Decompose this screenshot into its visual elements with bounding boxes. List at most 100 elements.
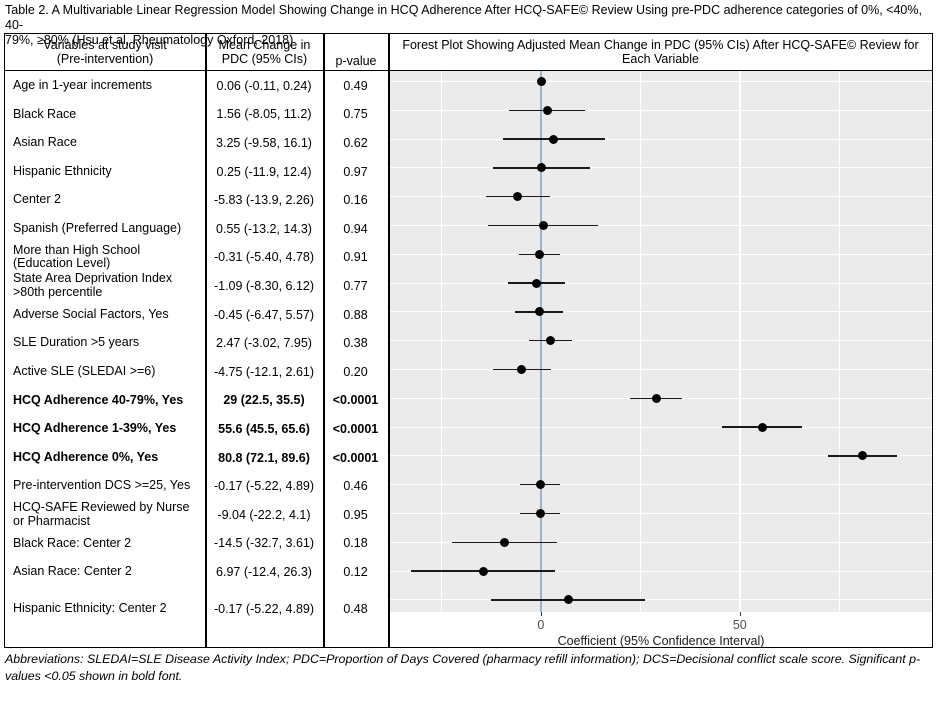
row-variable-cell: SLE Duration >5 years [5, 329, 205, 358]
row-mean-change-cell: 2.47 (-3.02, 7.95) [205, 329, 323, 358]
row-variable: Center 2 [13, 192, 61, 207]
row-p-value-cell: <0.0001 [323, 443, 388, 472]
row-variable-cell: Age in 1-year increments [5, 72, 205, 101]
x-axis-tick-label: 0 [537, 617, 545, 632]
row-mean-change: -5.83 (-13.9, 2.26) [213, 193, 315, 208]
table-row: HCQ Adherence 1-39%, Yes 55.6 (45.5, 65.6… [5, 415, 388, 444]
row-variable: Adverse Social Factors, Yes [13, 306, 169, 321]
row-p-value-cell: 0.91 [323, 243, 388, 272]
row-mean-change: 2.47 (-3.02, 7.95) [216, 336, 312, 351]
table-row: Pre-intervention DCS >=25, Yes -0.17 (-5.… [5, 472, 388, 501]
row-p-value: 0.77 [343, 278, 368, 293]
row-mean-change: 0.25 (-11.9, 12.4) [216, 164, 312, 179]
row-p-value: 0.38 [343, 336, 368, 351]
row-mean-change-cell: -4.75 (-12.1, 2.61) [205, 357, 323, 386]
table-row: Black Race 1.56 (-8.05, 11.2) 0.75 [5, 100, 388, 129]
gridline-horizontal [390, 225, 932, 226]
row-variable: Age in 1-year increments [13, 78, 152, 93]
table-row: More than High School (Education Level) -… [5, 243, 388, 272]
gridline-vertical-minor [639, 70, 641, 612]
row-mean-change: 80.8 (72.1, 89.6) [218, 450, 310, 465]
row-variable-cell: Active SLE (SLEDAI >=6) [5, 357, 205, 386]
row-variable-cell: Asian Race: Center 2 [5, 558, 205, 587]
row-p-value-cell: 0.95 [323, 500, 388, 529]
gridline-horizontal [390, 138, 932, 140]
gridline-horizontal [390, 196, 932, 198]
row-mean-change-cell: 0.06 (-0.11, 0.24) [205, 72, 323, 101]
row-mean-change: 29 (22.5, 35.5) [223, 393, 305, 408]
row-p-value-cell: 0.46 [323, 472, 388, 501]
row-variable: Spanish (Preferred Language) [13, 221, 182, 236]
row-variable: State Area Deprivation Index >80th perce… [13, 271, 173, 299]
row-mean-change-cell: -0.17 (-5.22, 4.89) [205, 472, 323, 501]
row-variable: Hispanic Ethnicity: Center 2 [13, 600, 167, 615]
gridline-horizontal [390, 369, 932, 370]
column-divider-1 [205, 34, 207, 647]
row-variable: HCQ Adherence 0%, Yes [13, 449, 159, 464]
gridline-horizontal [390, 570, 932, 572]
row-mean-change-cell: 3.25 (-9.58, 16.1) [205, 129, 323, 158]
point-estimate-dot [538, 221, 548, 230]
point-estimate-dot [542, 105, 552, 115]
row-p-value-cell: 0.94 [323, 214, 388, 243]
figure-title: Table 2. A Multivariable Linear Regressi… [5, 3, 922, 47]
row-mean-change: -14.5 (-32.7, 3.61) [213, 536, 315, 551]
forest-plot-panel [390, 70, 932, 612]
table-row: Asian Race 3.25 (-9.58, 16.1) 0.62 [5, 129, 388, 158]
row-variable-cell: HCQ Adherence 0%, Yes [5, 443, 205, 472]
table-header-row: Variables at study visit (Pre-interventi… [5, 34, 932, 71]
row-mean-change-cell: 0.25 (-11.9, 12.4) [205, 157, 323, 186]
row-variable-cell: HCQ Adherence 40-79%, Yes [5, 386, 205, 415]
row-variable-cell: Hispanic Ethnicity: Center 2 [5, 586, 205, 631]
row-mean-change: -0.17 (-5.22, 4.89) [213, 601, 315, 616]
row-mean-change-cell: 80.8 (72.1, 89.6) [205, 443, 323, 472]
row-variable: Asian Race [13, 135, 77, 150]
gridline-horizontal [390, 81, 932, 82]
x-axis-tick [739, 611, 741, 616]
row-p-value-cell: 0.48 [323, 586, 388, 631]
row-variable: HCQ Adherence 1-39%, Yes [13, 421, 177, 436]
point-estimate-dot [536, 77, 546, 86]
row-variable: Black Race [13, 106, 77, 121]
row-p-value: 0.16 [343, 193, 368, 208]
row-variable-cell: Center 2 [5, 186, 205, 215]
figure-footnote: Abbreviations: SLEDAI=SLE Disease Activi… [5, 652, 921, 683]
table-row: HCQ Adherence 0%, Yes 80.8 (72.1, 89.6) <0… [5, 443, 388, 472]
table-row: State Area Deprivation Index >80th perce… [5, 272, 388, 301]
row-variable: Asian Race: Center 2 [13, 564, 132, 579]
row-variable-cell: HCQ Adherence 1-39%, Yes [5, 415, 205, 444]
table-row: Hispanic Ethnicity 0.25 (-11.9, 12.4) 0.97 [5, 157, 388, 186]
x-axis-title: Coefficient (95% Confidence Interval) [557, 633, 765, 648]
point-estimate-dot [757, 422, 767, 432]
point-estimate-dot [651, 393, 661, 403]
row-mean-change-cell: -1.09 (-8.30, 6.12) [205, 272, 323, 301]
gridline-horizontal [390, 484, 932, 486]
gridline-horizontal [390, 599, 932, 601]
gridline-vertical-minor [838, 70, 840, 612]
point-estimate-dot [478, 566, 488, 576]
row-variable: Black Race: Center 2 [13, 535, 132, 550]
row-p-value-cell: 0.49 [323, 72, 388, 101]
row-mean-change-cell: 29 (22.5, 35.5) [205, 386, 323, 415]
header-forest-plot: Forest Plot Showing Adjusted Mean Change… [402, 37, 919, 67]
gridline-horizontal [390, 426, 932, 428]
table-row: Asian Race: Center 2 6.97 (-12.4, 26.3) 0.… [5, 558, 388, 587]
column-divider-3 [388, 34, 390, 647]
table-row: HCQ Adherence 40-79%, Yes 29 (22.5, 35.5)… [5, 386, 388, 415]
row-p-value: <0.0001 [332, 421, 379, 436]
row-p-value: 0.62 [343, 135, 368, 150]
table-row: Black Race: Center 2 -14.5 (-32.7, 3.61) 0… [5, 529, 388, 558]
table-row: Hispanic Ethnicity: Center 2 -0.17 (-5.22… [5, 586, 388, 649]
gridline-horizontal [390, 282, 932, 284]
row-p-value-cell: 0.75 [323, 100, 388, 129]
gridline-horizontal [390, 513, 932, 514]
row-mean-change-cell: -5.83 (-13.9, 2.26) [205, 186, 323, 215]
row-mean-change: -4.75 (-12.1, 2.61) [213, 364, 315, 379]
row-variable-cell: State Area Deprivation Index >80th perce… [5, 272, 205, 301]
row-p-value-cell: 0.20 [323, 357, 388, 386]
forest-plot: 0 50 Coefficient (95% Confidence Interval… [390, 70, 932, 648]
row-mean-change: -9.04 (-22.2, 4.1) [217, 507, 311, 522]
row-p-value-cell: <0.0001 [323, 415, 388, 444]
gridline-horizontal [390, 340, 932, 342]
